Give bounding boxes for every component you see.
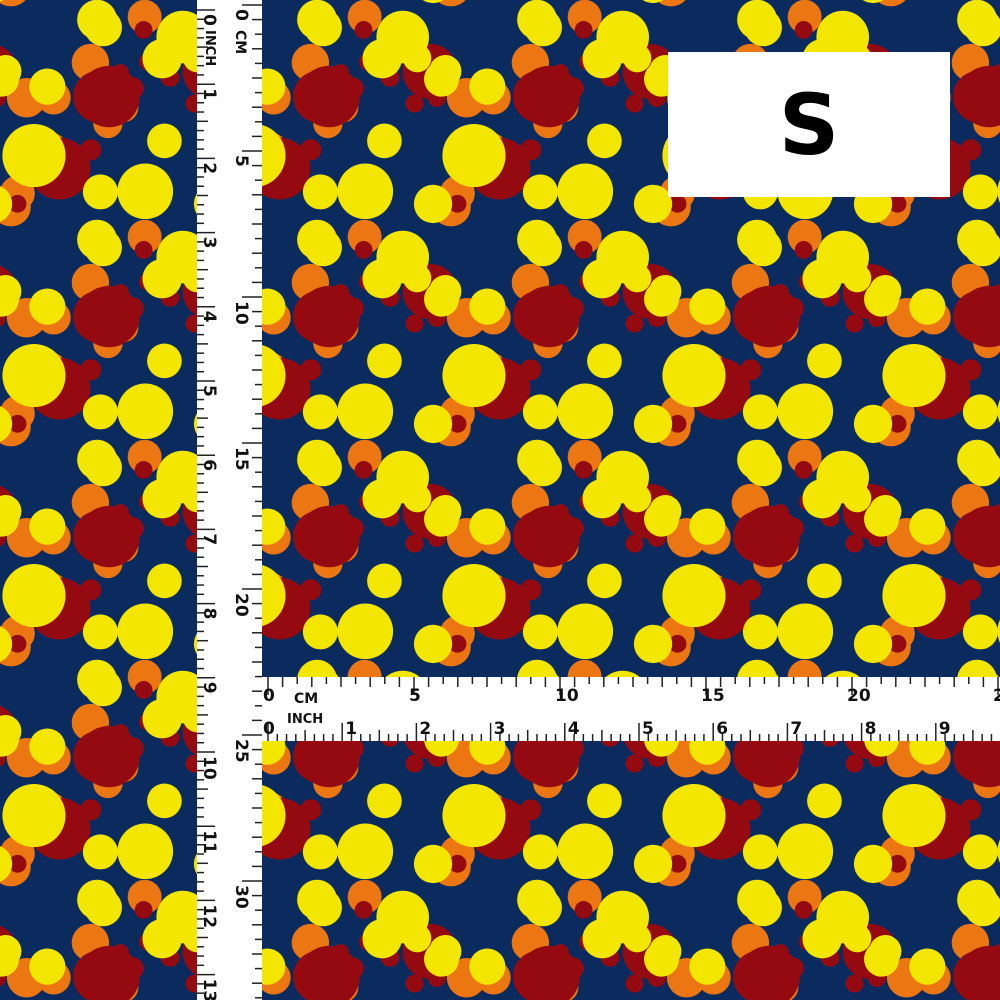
cm-label: 20 (847, 686, 871, 706)
cm-label: 25 (231, 739, 251, 763)
cm-label: 0 (263, 686, 275, 706)
inch-unit-label: INCH (287, 712, 323, 727)
inch-label: 4 (568, 719, 580, 739)
cm-label: 2 (993, 686, 1000, 706)
inch-label: 1 (345, 719, 357, 739)
inch-label: 11 (199, 830, 219, 854)
inch-label: 6 (199, 459, 219, 471)
inch-label: 10 (199, 756, 219, 780)
size-label-box: S (668, 52, 950, 197)
inch-label: 2 (419, 719, 431, 739)
cm-label: 5 (409, 686, 421, 706)
inch-label: 13 (199, 979, 219, 1000)
inch-label: 0 (263, 719, 275, 739)
inch-label: 8 (865, 719, 877, 739)
inch-label: 4 (199, 311, 219, 323)
cm-label: 10 (555, 686, 579, 706)
inch-label: 1 (199, 88, 219, 100)
cm-unit-label: CM (232, 30, 248, 54)
inch-label: 7 (199, 533, 219, 545)
inch-label: 5 (199, 385, 219, 397)
inch-label: 12 (199, 904, 219, 928)
inch-label: 0 (199, 14, 219, 26)
inch-label: 5 (642, 719, 654, 739)
inch-label: 2 (199, 162, 219, 174)
inch-label: 3 (494, 719, 506, 739)
horizontal-ruler-body (262, 677, 1000, 741)
cm-label: 15 (701, 686, 725, 706)
cm-label: 15 (231, 447, 251, 471)
cm-label: 20 (231, 593, 251, 617)
inch-unit-label: INCH (202, 30, 217, 66)
cm-label: 5 (231, 155, 251, 167)
horizontal-ruler: 0 5 10 15 20 2 CM 0 1 2 3 4 5 6 7 8 9 INCH (262, 677, 1000, 741)
size-label: S (778, 75, 840, 174)
cm-label: 10 (231, 301, 251, 325)
inch-label: 9 (199, 682, 219, 694)
inch-label: 6 (716, 719, 728, 739)
inch-label: 9 (939, 719, 951, 739)
inch-label: 3 (199, 237, 219, 249)
cm-unit-label: CM (294, 691, 318, 707)
inch-label: 7 (790, 719, 802, 739)
cm-label: 0 (231, 9, 251, 21)
cm-label: 30 (231, 885, 251, 909)
inch-label: 8 (199, 608, 219, 620)
vertical-ruler-body (197, 0, 262, 1000)
